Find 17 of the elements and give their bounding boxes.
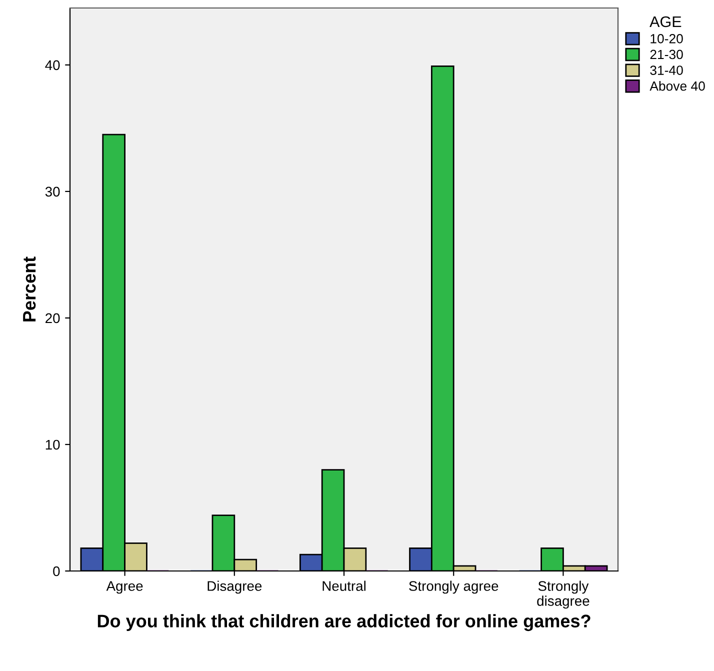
y-tick-label: 40	[45, 60, 60, 70]
x-axis-title: Do you think that children are addicted for online games?	[98, 614, 590, 632]
x-tick-label: Strongly disagree	[537, 580, 590, 609]
y-tick-label: 20	[46, 313, 60, 324]
y-tick-label: 10	[46, 440, 60, 450]
y-axis-title: Percent	[23, 256, 36, 322]
legend-label: 10-20	[650, 34, 683, 44]
legend-label: 21-30	[650, 50, 683, 60]
x-tick-label: Strongly agree	[409, 580, 498, 594]
x-tick-label: Neutral	[322, 580, 366, 591]
legend-title: AGE	[650, 16, 682, 28]
legend-label: Above 40	[650, 81, 705, 91]
y-tick-label: 30	[45, 186, 60, 197]
legend-label: 31-40	[650, 66, 683, 75]
x-tick-label: Disagree	[208, 580, 262, 594]
x-tick-label: Agree	[106, 581, 143, 594]
y-tick-label: 0	[53, 566, 60, 576]
